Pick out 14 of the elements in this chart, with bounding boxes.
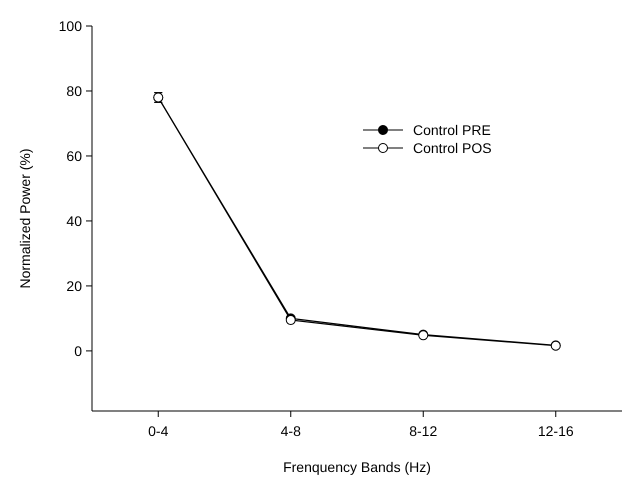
y-axis-title: Normalized Power (%)	[17, 148, 33, 289]
x-tick-label: 4-8	[280, 423, 302, 439]
y-tick-label: 20	[66, 278, 82, 294]
y-tick-label: 0	[74, 342, 82, 359]
y-tick-label: 80	[66, 82, 82, 99]
x-tick-label: 8-12	[409, 423, 438, 439]
y-tick-label: 40	[66, 212, 82, 229]
legend-label: Control PRE	[413, 122, 491, 138]
x-tick-label: 0-4	[148, 423, 169, 439]
x-axis-title: Frenquency Bands (Hz)	[283, 459, 431, 475]
x-tick-label: 12-16	[538, 423, 574, 439]
y-tick-label: 60	[66, 148, 82, 164]
legend-label: Control POS	[413, 140, 492, 156]
y-tick-label: 100	[58, 18, 82, 34]
